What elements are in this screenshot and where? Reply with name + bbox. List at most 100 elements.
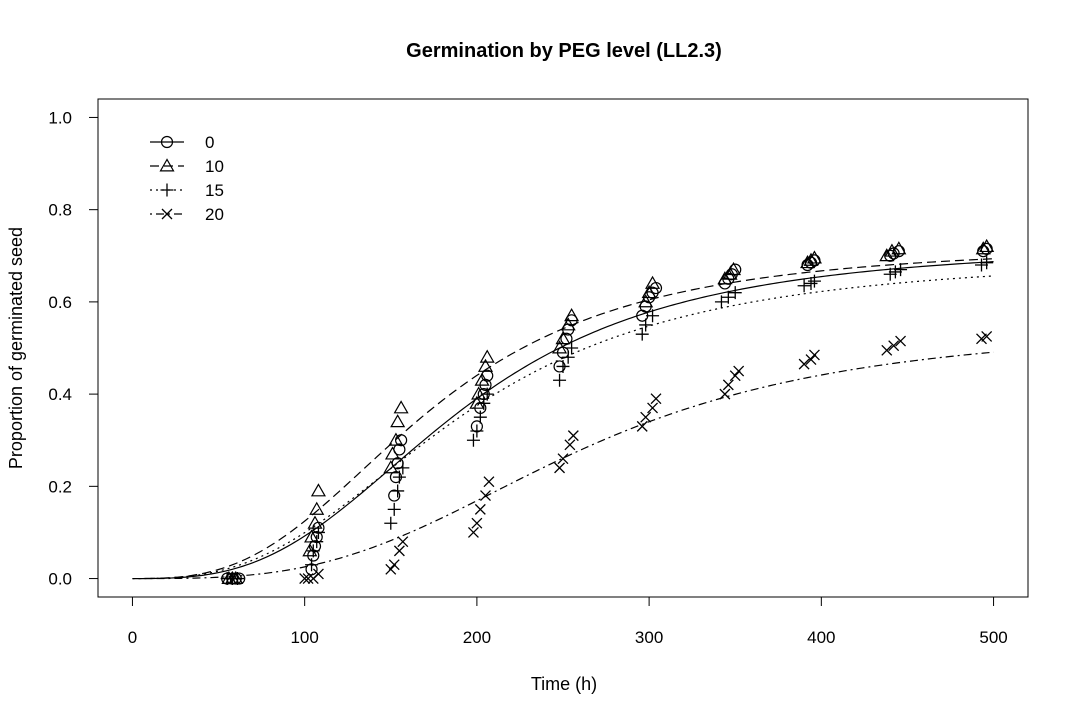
data-point-series-15 (477, 396, 491, 410)
data-point-series-15 (883, 267, 897, 281)
data-point-series-20 (895, 335, 907, 347)
legend-label-0: 0 (205, 133, 214, 152)
data-point-series-15 (392, 470, 406, 484)
data-point-series-15 (310, 535, 324, 549)
data-point-series-0 (481, 369, 494, 382)
data-point-series-20 (474, 503, 486, 515)
data-point-series-15 (387, 502, 401, 516)
data-point-series-20 (385, 563, 397, 575)
data-point-series-15 (721, 290, 735, 304)
data-points (220, 238, 995, 586)
data-point-series-10 (384, 446, 401, 460)
data-point-series-10 (307, 515, 323, 529)
data-point-series-10 (390, 414, 406, 428)
data-point-series-15 (231, 572, 244, 586)
data-point-series-10 (725, 261, 742, 276)
data-point-series-20 (636, 420, 648, 432)
data-point-series-10 (975, 241, 991, 255)
legend-marker-10 (159, 158, 175, 172)
data-point-series-15 (480, 387, 494, 401)
data-point-series-10 (717, 271, 733, 285)
data-point-series-10 (645, 275, 661, 289)
data-point-series-10 (879, 248, 895, 262)
data-point-series-15 (561, 350, 575, 364)
data-point-series-15 (473, 410, 487, 424)
data-point-series-20 (650, 393, 662, 405)
data-point-series-20 (397, 536, 409, 548)
data-point-series-15 (639, 318, 653, 332)
data-point-series-15 (980, 256, 994, 270)
x-tick-label: 0 (128, 628, 137, 647)
data-point-series-20 (299, 573, 311, 585)
data-point-series-10 (383, 460, 399, 474)
data-point-series-20 (888, 340, 900, 352)
data-point-series-20 (483, 476, 495, 488)
data-point-series-20 (640, 411, 652, 423)
data-point-series-20 (981, 331, 993, 342)
data-point-series-15 (728, 286, 742, 300)
data-point-series-10 (388, 432, 404, 446)
data-point-series-20 (471, 517, 483, 529)
data-point-series-20 (798, 358, 810, 370)
data-point-series-10 (806, 250, 822, 264)
data-point-series-20 (881, 344, 893, 356)
curve-series-10 (132, 258, 994, 580)
x-tick-label: 200 (463, 628, 491, 647)
data-point-series-15 (553, 373, 567, 387)
y-tick-label: 1.0 (48, 108, 72, 127)
data-point-series-20 (729, 370, 741, 382)
data-point-series-15 (556, 359, 570, 373)
y-tick-label: 0.0 (48, 570, 72, 589)
data-point-series-15 (306, 544, 320, 558)
curve-series-15 (132, 275, 994, 580)
data-point-series-15 (975, 258, 988, 272)
y-axis-label: Proportion of germinated seed (6, 227, 26, 469)
data-point-series-10 (884, 243, 900, 257)
data-point-series-10 (309, 501, 325, 515)
data-point-series-15 (807, 274, 821, 288)
data-point-series-10 (477, 358, 494, 372)
data-point-series-20 (312, 568, 324, 580)
data-point-series-20 (388, 559, 400, 571)
data-point-series-20 (564, 439, 576, 451)
x-tick-label: 300 (635, 628, 663, 647)
legend-label-10: 10 (205, 157, 224, 176)
data-point-series-0 (395, 434, 408, 447)
y-axis: 0.0 0.2 0.4 0.6 0.8 1.0 (48, 108, 99, 589)
y-tick-label: 0.6 (48, 293, 72, 312)
data-point-series-15 (635, 327, 649, 341)
data-point-series-20 (808, 349, 820, 361)
data-point-series-15 (305, 558, 319, 572)
data-point-series-20 (805, 354, 817, 365)
data-point-series-15 (311, 525, 325, 539)
data-point-series-10 (803, 252, 819, 266)
legend-label-15: 15 (205, 181, 224, 200)
legend-marker-20 (161, 208, 173, 220)
data-point-series-20 (719, 388, 731, 400)
data-point-series-10 (469, 395, 485, 409)
y-tick-label: 0.2 (48, 477, 72, 496)
x-axis-label: Time (h) (531, 674, 597, 694)
legend-marker-0 (160, 135, 174, 149)
legend-marker-15 (160, 183, 174, 197)
data-point-series-20 (733, 365, 745, 377)
data-point-series-10 (641, 284, 657, 299)
data-point-series-15 (384, 516, 398, 530)
data-point-series-10 (552, 340, 568, 354)
legend: 0 10 15 20 (150, 133, 224, 224)
data-point-series-10 (564, 308, 580, 322)
data-point-series-15 (646, 309, 660, 323)
x-axis: 0 100 200 300 400 500 (128, 596, 1008, 647)
data-point-series-20 (722, 379, 734, 391)
data-point-series-10 (638, 294, 654, 308)
curve-series-0 (132, 261, 994, 580)
fitted-curves (132, 258, 994, 580)
data-point-series-10 (722, 266, 738, 280)
x-tick-label: 100 (290, 628, 318, 647)
curve-series-20 (132, 351, 994, 580)
data-point-series-10 (474, 372, 490, 386)
data-point-series-10 (979, 238, 995, 253)
data-point-series-10 (891, 241, 907, 255)
data-point-series-15 (894, 263, 908, 277)
